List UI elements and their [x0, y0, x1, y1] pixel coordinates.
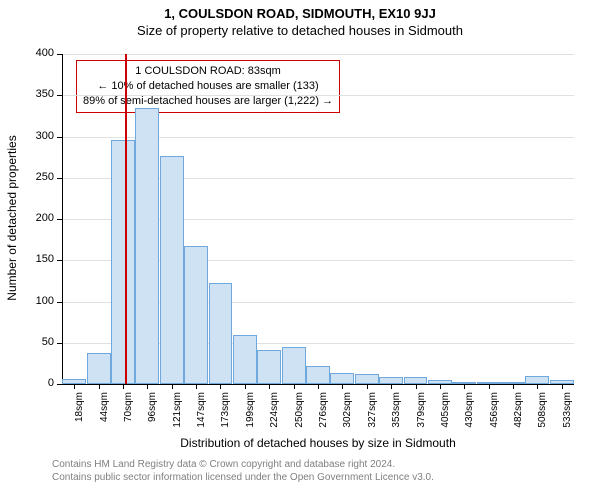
histogram-bar: [282, 347, 306, 384]
x-tick: [537, 384, 538, 389]
x-tick-label: 96sqm: [147, 392, 158, 442]
histogram-bar: [209, 283, 233, 384]
x-tick-label: 70sqm: [123, 392, 134, 442]
y-tick-label: 250: [22, 171, 54, 183]
histogram-bar: [135, 108, 159, 384]
histogram-bar: [525, 376, 549, 384]
y-axis-line: [62, 54, 63, 384]
x-tick: [99, 384, 100, 389]
annotation-box: 1 COULSDON ROAD: 83sqm ← 10% of detached…: [76, 60, 340, 113]
x-tick: [294, 384, 295, 389]
y-tick-label: 150: [22, 253, 54, 265]
histogram-bar: [111, 140, 135, 384]
address-title: 1, COULSDON ROAD, SIDMOUTH, EX10 9JJ: [0, 0, 600, 21]
x-tick: [391, 384, 392, 389]
histogram-bar: [160, 156, 184, 384]
x-tick: [562, 384, 563, 389]
gridline: [62, 54, 574, 55]
x-tick-label: 379sqm: [416, 392, 427, 442]
x-tick: [172, 384, 173, 389]
x-tick-label: 327sqm: [367, 392, 378, 442]
annotation-line-2: ← 10% of detached houses are smaller (13…: [83, 79, 333, 94]
x-tick-label: 44sqm: [99, 392, 110, 442]
x-tick: [147, 384, 148, 389]
x-tick: [513, 384, 514, 389]
gridline: [62, 95, 574, 96]
property-marker-line: [125, 54, 127, 384]
subtitle: Size of property relative to detached ho…: [0, 21, 600, 38]
histogram-bar: [355, 374, 379, 384]
x-tick-label: 121sqm: [172, 392, 183, 442]
x-tick-label: 276sqm: [318, 392, 329, 442]
y-tick-label: 300: [22, 130, 54, 142]
x-tick-label: 533sqm: [562, 392, 573, 442]
x-tick: [269, 384, 270, 389]
x-tick-label: 405sqm: [440, 392, 451, 442]
histogram-bar: [257, 350, 281, 384]
x-tick-label: 456sqm: [489, 392, 500, 442]
y-tick-label: 350: [22, 88, 54, 100]
histogram-bar: [233, 335, 257, 385]
histogram-bar: [184, 246, 208, 384]
y-tick-label: 0: [22, 377, 54, 389]
histogram-bar: [87, 353, 111, 384]
histogram-bar: [379, 377, 403, 384]
x-tick: [318, 384, 319, 389]
x-tick-label: 224sqm: [269, 392, 280, 442]
x-tick: [416, 384, 417, 389]
x-tick: [489, 384, 490, 389]
y-tick-label: 100: [22, 295, 54, 307]
x-tick-label: 147sqm: [196, 392, 207, 442]
annotation-line-1: 1 COULSDON ROAD: 83sqm: [83, 64, 333, 79]
x-tick-label: 173sqm: [220, 392, 231, 442]
x-tick-label: 18sqm: [74, 392, 85, 442]
x-tick: [123, 384, 124, 389]
x-tick: [367, 384, 368, 389]
x-tick-label: 508sqm: [537, 392, 548, 442]
x-tick: [464, 384, 465, 389]
chart-container: 1, COULSDON ROAD, SIDMOUTH, EX10 9JJ Siz…: [0, 0, 600, 500]
histogram-bar: [404, 377, 428, 384]
histogram-bar: [330, 373, 354, 384]
x-tick: [220, 384, 221, 389]
y-tick-label: 200: [22, 212, 54, 224]
x-tick: [342, 384, 343, 389]
y-tick-label: 50: [22, 336, 54, 348]
x-tick: [440, 384, 441, 389]
footer-line-1: Contains HM Land Registry data © Crown c…: [52, 458, 434, 471]
x-tick-label: 482sqm: [513, 392, 524, 442]
x-tick-label: 199sqm: [245, 392, 256, 442]
x-tick-label: 250sqm: [294, 392, 305, 442]
x-tick: [74, 384, 75, 389]
y-axis-label: Number of detached properties: [5, 118, 19, 318]
x-tick: [245, 384, 246, 389]
x-tick-label: 430sqm: [464, 392, 475, 442]
x-tick: [196, 384, 197, 389]
x-tick-label: 353sqm: [391, 392, 402, 442]
footer-attribution: Contains HM Land Registry data © Crown c…: [52, 458, 434, 484]
histogram-bar: [306, 366, 330, 384]
footer-line-2: Contains public sector information licen…: [52, 471, 434, 484]
y-tick-label: 400: [22, 47, 54, 59]
x-tick-label: 302sqm: [342, 392, 353, 442]
